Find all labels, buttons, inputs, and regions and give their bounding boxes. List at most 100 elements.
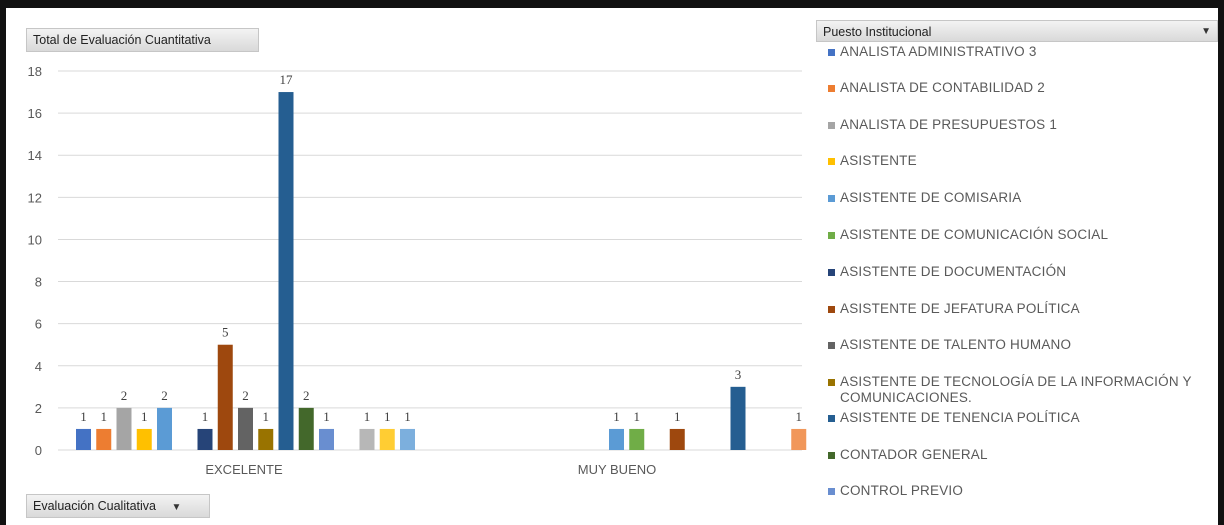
bar [400, 428, 415, 450]
bar [76, 428, 91, 450]
data-label: 1 [634, 409, 641, 424]
data-label: 2 [303, 388, 310, 403]
bar [96, 428, 112, 450]
legend-swatch [828, 49, 835, 56]
data-label: 1 [674, 409, 681, 424]
legend-swatch [828, 379, 835, 386]
bar [217, 344, 233, 450]
x-category-label: MUY BUENO [578, 462, 657, 477]
data-label: 3 [735, 367, 742, 382]
bar [136, 428, 152, 450]
legend-swatch [828, 306, 835, 313]
legend-field-label: Puesto Institucional [823, 25, 932, 39]
legend-label: ANALISTA DE CONTABILIDAD 2 [840, 80, 1046, 95]
legend-swatch [828, 488, 835, 495]
legend-swatch [828, 232, 835, 239]
legend-item[interactable]: ASISTENTE DE TALENTO HUMANO [828, 337, 1218, 353]
axis-field-dropdown-icon[interactable]: ▼ [171, 502, 182, 513]
value-field-label: Total de Evaluación Cuantitativa [33, 33, 211, 47]
window-left-border [0, 0, 6, 525]
data-label: 1 [202, 409, 209, 424]
value-field-button[interactable]: Total de Evaluación Cuantitativa [26, 28, 259, 52]
legend-item[interactable]: ASISTENTE DE TECNOLOGÍA DE LA INFORMACIÓ… [828, 374, 1218, 406]
legend-field-dropdown-icon[interactable]: ▼ [1201, 26, 1211, 37]
bar [157, 407, 172, 450]
legend-swatch [828, 415, 835, 422]
bar [258, 428, 274, 450]
bar [319, 428, 334, 450]
data-label: 1 [796, 409, 803, 424]
bar [629, 428, 645, 450]
legend-label: CONTADOR GENERAL [840, 447, 988, 462]
data-label: 1 [404, 409, 411, 424]
legend-item[interactable]: ASISTENTE DE COMISARIA [828, 190, 1218, 206]
bar [379, 428, 395, 450]
legend-swatch [828, 269, 835, 276]
bar [609, 428, 624, 450]
legend-swatch [828, 158, 835, 165]
x-category-label: EXCELENTE [205, 462, 283, 477]
data-label: 1 [141, 409, 148, 424]
window-right-border [1218, 0, 1224, 525]
bar [238, 407, 253, 450]
data-label: 1 [80, 409, 87, 424]
y-tick-label: 16 [28, 106, 42, 121]
data-label: 17 [280, 72, 294, 87]
y-tick-label: 14 [28, 148, 42, 163]
legend-item[interactable]: ASISTENTE DE JEFATURA POLÍTICA [828, 301, 1218, 317]
legend-item[interactable]: ASISTENTE DE COMUNICACIÓN SOCIAL [828, 227, 1218, 243]
data-label: 1 [263, 409, 270, 424]
legend-item[interactable]: ANALISTA DE CONTABILIDAD 2 [828, 80, 1218, 96]
legend-item[interactable]: ASISTENTE DE TENENCIA POLÍTICA [828, 410, 1218, 426]
legend-label: ASISTENTE DE COMISARIA [840, 190, 1022, 205]
legend-label: ASISTENTE DE COMUNICACIÓN SOCIAL [840, 227, 1109, 242]
y-tick-label: 18 [28, 64, 42, 79]
legend-label: ASISTENTE [840, 153, 917, 168]
bar [298, 407, 314, 450]
bar [116, 407, 132, 450]
window-top-border [0, 0, 1224, 8]
y-tick-label: 4 [35, 359, 42, 374]
bar [730, 386, 746, 450]
data-label: 2 [121, 388, 128, 403]
legend-label: ANALISTA DE PRESUPUESTOS 1 [840, 117, 1058, 132]
legend-swatch [828, 452, 835, 459]
legend-item[interactable]: ASISTENTE [828, 153, 1218, 169]
legend-swatch [828, 342, 835, 349]
legend-label: ASISTENTE DE DOCUMENTACIÓN [840, 264, 1067, 279]
legend-item[interactable]: CONTADOR GENERAL [828, 447, 1218, 463]
legend-label: ASISTENTE DE TENENCIA POLÍTICA [840, 410, 1080, 425]
legend-field-button[interactable]: Puesto Institucional ▼ [816, 20, 1218, 42]
bar [669, 428, 685, 450]
data-label: 1 [384, 409, 391, 424]
y-tick-label: 2 [35, 401, 42, 416]
bar [359, 428, 375, 450]
bar [791, 428, 807, 450]
data-label: 1 [613, 409, 620, 424]
y-tick-label: 8 [35, 275, 42, 290]
axis-field-label: Evaluación Cualitativa [33, 499, 156, 513]
legend-label: CONTROL PREVIO [840, 483, 964, 498]
y-tick-label: 6 [35, 317, 42, 332]
legend-label: ANALISTA ADMINISTRATIVO 3 [840, 44, 1037, 59]
data-label: 5 [222, 325, 229, 340]
data-label: 1 [323, 409, 330, 424]
axis-field-button[interactable]: Evaluación Cualitativa ▼ [26, 494, 210, 518]
bar [278, 92, 294, 451]
y-tick-label: 0 [35, 443, 42, 458]
legend-item[interactable]: ANALISTA ADMINISTRATIVO 3 [828, 44, 1218, 60]
data-label: 1 [364, 409, 371, 424]
legend-item[interactable]: ANALISTA DE PRESUPUESTOS 1 [828, 117, 1218, 133]
data-label: 2 [161, 388, 168, 403]
legend-swatch [828, 195, 835, 202]
y-tick-label: 12 [28, 190, 42, 205]
legend-swatch [828, 122, 835, 129]
legend-item[interactable]: ASISTENTE DE DOCUMENTACIÓN [828, 264, 1218, 280]
legend-swatch [828, 85, 835, 92]
legend-label: ASISTENTE DE TALENTO HUMANO [840, 337, 1072, 352]
data-label: 1 [101, 409, 108, 424]
legend-item[interactable]: CONTROL PREVIO [828, 483, 1218, 499]
legend-label: ASISTENTE DE TECNOLOGÍA DE LA INFORMACIÓ… [840, 374, 1192, 405]
